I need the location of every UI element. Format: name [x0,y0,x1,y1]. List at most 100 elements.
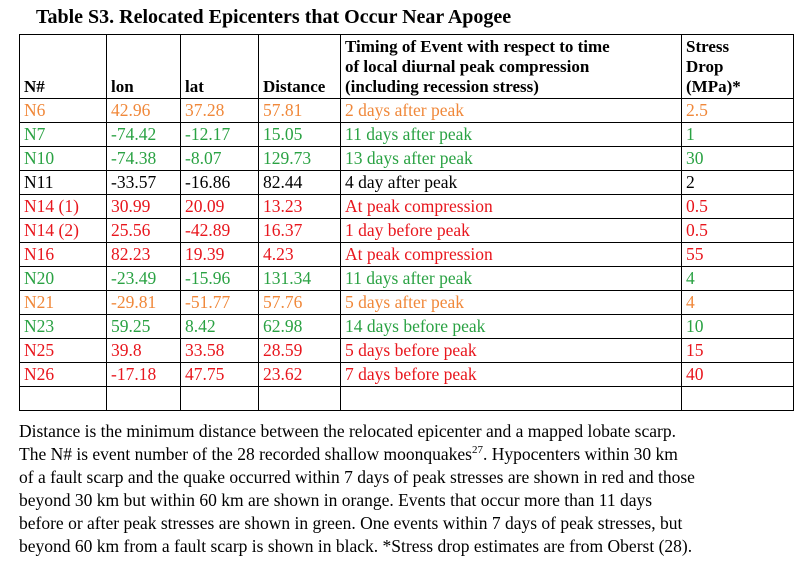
header-stress-drop: Stress Drop (MPa)* [681,34,794,99]
cell-lon: 42.96 [106,98,181,123]
cell-distance: 13.23 [258,194,341,219]
caption-line-2a: The N# is event number of the 28 recorde… [19,444,472,464]
cell-stress: 4 [681,266,794,291]
cell-num: N14 (2) [19,218,107,243]
header-num: N# [19,34,107,99]
cell-distance: 57.81 [258,98,341,123]
cell-distance: 57.76 [258,290,341,315]
cell-stress: 30 [681,146,794,171]
table-caption: Distance is the minimum distance between… [19,420,801,558]
cell-lat: 47.75 [180,362,259,387]
cell-distance: 23.62 [258,362,341,387]
header-timing-line2: of local diurnal peak compression [345,57,590,76]
cell-timing: 13 days after peak [340,146,682,171]
cell-num: N6 [19,98,107,123]
cell-timing: 2 days after peak [340,98,682,123]
empty-cell [106,386,181,411]
cell-timing: 5 days before peak [340,338,682,363]
epicenter-table: N# lon lat Distance Timing of Event with… [19,34,794,411]
table-row: N14 (2) 25.56 -42.89 16.37 1 day before peak… [19,218,794,243]
table-title: Table S3. Relocated Epicenters that Occu… [36,6,512,28]
caption-line-2: The N# is event number of the 28 recorde… [19,443,801,466]
cell-lat: -16.86 [180,170,259,195]
cell-lat: -42.89 [180,218,259,243]
cell-lat: -15.96 [180,266,259,291]
cell-lon: 25.56 [106,218,181,243]
cell-num: N7 [19,122,107,147]
cell-lon: 59.25 [106,314,181,339]
cell-timing: 4 day after peak [340,170,682,195]
table-row: N21 -29.81 -51.77 57.76 5 days after peak 4 [19,290,794,315]
cell-timing: 11 days after peak [340,266,682,291]
table-row: N14 (1) 30.99 20.09 13.23 At peak compressio… [19,194,794,219]
header-stress-line2: Drop [686,57,724,76]
cell-lat: 20.09 [180,194,259,219]
cell-distance: 131.34 [258,266,341,291]
cell-stress: 2.5 [681,98,794,123]
table-row: N26 -17.18 47.75 23.62 7 days before peak 40 [19,362,794,387]
cell-stress: 0.5 [681,218,794,243]
cell-num: N11 [19,170,107,195]
table-row: N20 -23.49 -15.96 131.34 11 days after peak 4 [19,266,794,291]
header-timing-line1: Timing of Event with respect to time [345,37,610,56]
cell-stress: 15 [681,338,794,363]
empty-cell [681,386,794,411]
table-row: N23 59.25 8.42 62.98 14 days before peak 10 [19,314,794,339]
cell-timing: 5 days after peak [340,290,682,315]
cell-timing: 1 day before peak [340,218,682,243]
header-lon: lon [106,34,181,99]
cell-stress: 40 [681,362,794,387]
cell-timing: At peak compression [340,242,682,267]
caption-line-4: beyond 30 km but within 60 km are shown … [19,490,653,510]
cell-distance: 4.23 [258,242,341,267]
cell-distance: 129.73 [258,146,341,171]
caption-line-6: beyond 60 km from a fault scarp is shown… [19,536,693,556]
cell-lat: 19.39 [180,242,259,267]
cell-lon: 39.8 [106,338,181,363]
cell-lon: -17.18 [106,362,181,387]
cell-lon: -33.57 [106,170,181,195]
table-row: N25 39.8 33.58 28.59 5 days before peak 15 [19,338,794,363]
caption-line-2b: . Hypocenters within 30 km [482,444,678,464]
table-row: N6 42.96 37.28 57.81 2 days after peak 2.5 [19,98,794,123]
cell-distance: 28.59 [258,338,341,363]
cell-lat: 33.58 [180,338,259,363]
cell-num: N20 [19,266,107,291]
empty-cell [340,386,682,411]
cell-distance: 82.44 [258,170,341,195]
cell-stress: 0.5 [681,194,794,219]
empty-cell [258,386,341,411]
cell-num: N16 [19,242,107,267]
header-row: N# lon lat Distance Timing of Event with… [19,34,794,99]
cell-lon: -23.49 [106,266,181,291]
cell-lon: 82.23 [106,242,181,267]
header-stress-line1: Stress [686,37,730,56]
cell-lon: -29.81 [106,290,181,315]
cell-lon: -74.38 [106,146,181,171]
cell-distance: 62.98 [258,314,341,339]
empty-cell [19,386,107,411]
cell-lat: -8.07 [180,146,259,171]
cell-timing: 14 days before peak [340,314,682,339]
empty-row [19,386,794,411]
cell-stress: 4 [681,290,794,315]
caption-line-1: Distance is the minimum distance between… [19,421,676,441]
cell-timing: At peak compression [340,194,682,219]
cell-timing: 7 days before peak [340,362,682,387]
cell-distance: 15.05 [258,122,341,147]
cell-distance: 16.37 [258,218,341,243]
header-lat: lat [180,34,259,99]
cell-lon: 30.99 [106,194,181,219]
table-row: N16 82.23 19.39 4.23 At peak compression 55 [19,242,794,267]
cell-lat: 8.42 [180,314,259,339]
cell-num: N25 [19,338,107,363]
cell-num: N26 [19,362,107,387]
cell-stress: 2 [681,170,794,195]
cell-lat: -51.77 [180,290,259,315]
caption-line-5: before or after peak stresses are shown … [19,513,683,533]
table-row: N11 -33.57 -16.86 82.44 4 day after peak 2 [19,170,794,195]
cell-lon: -74.42 [106,122,181,147]
cell-timing: 11 days after peak [340,122,682,147]
table-row: N10 -74.38 -8.07 129.73 13 days after peak 30 [19,146,794,171]
reference-superscript: 27 [471,444,483,457]
